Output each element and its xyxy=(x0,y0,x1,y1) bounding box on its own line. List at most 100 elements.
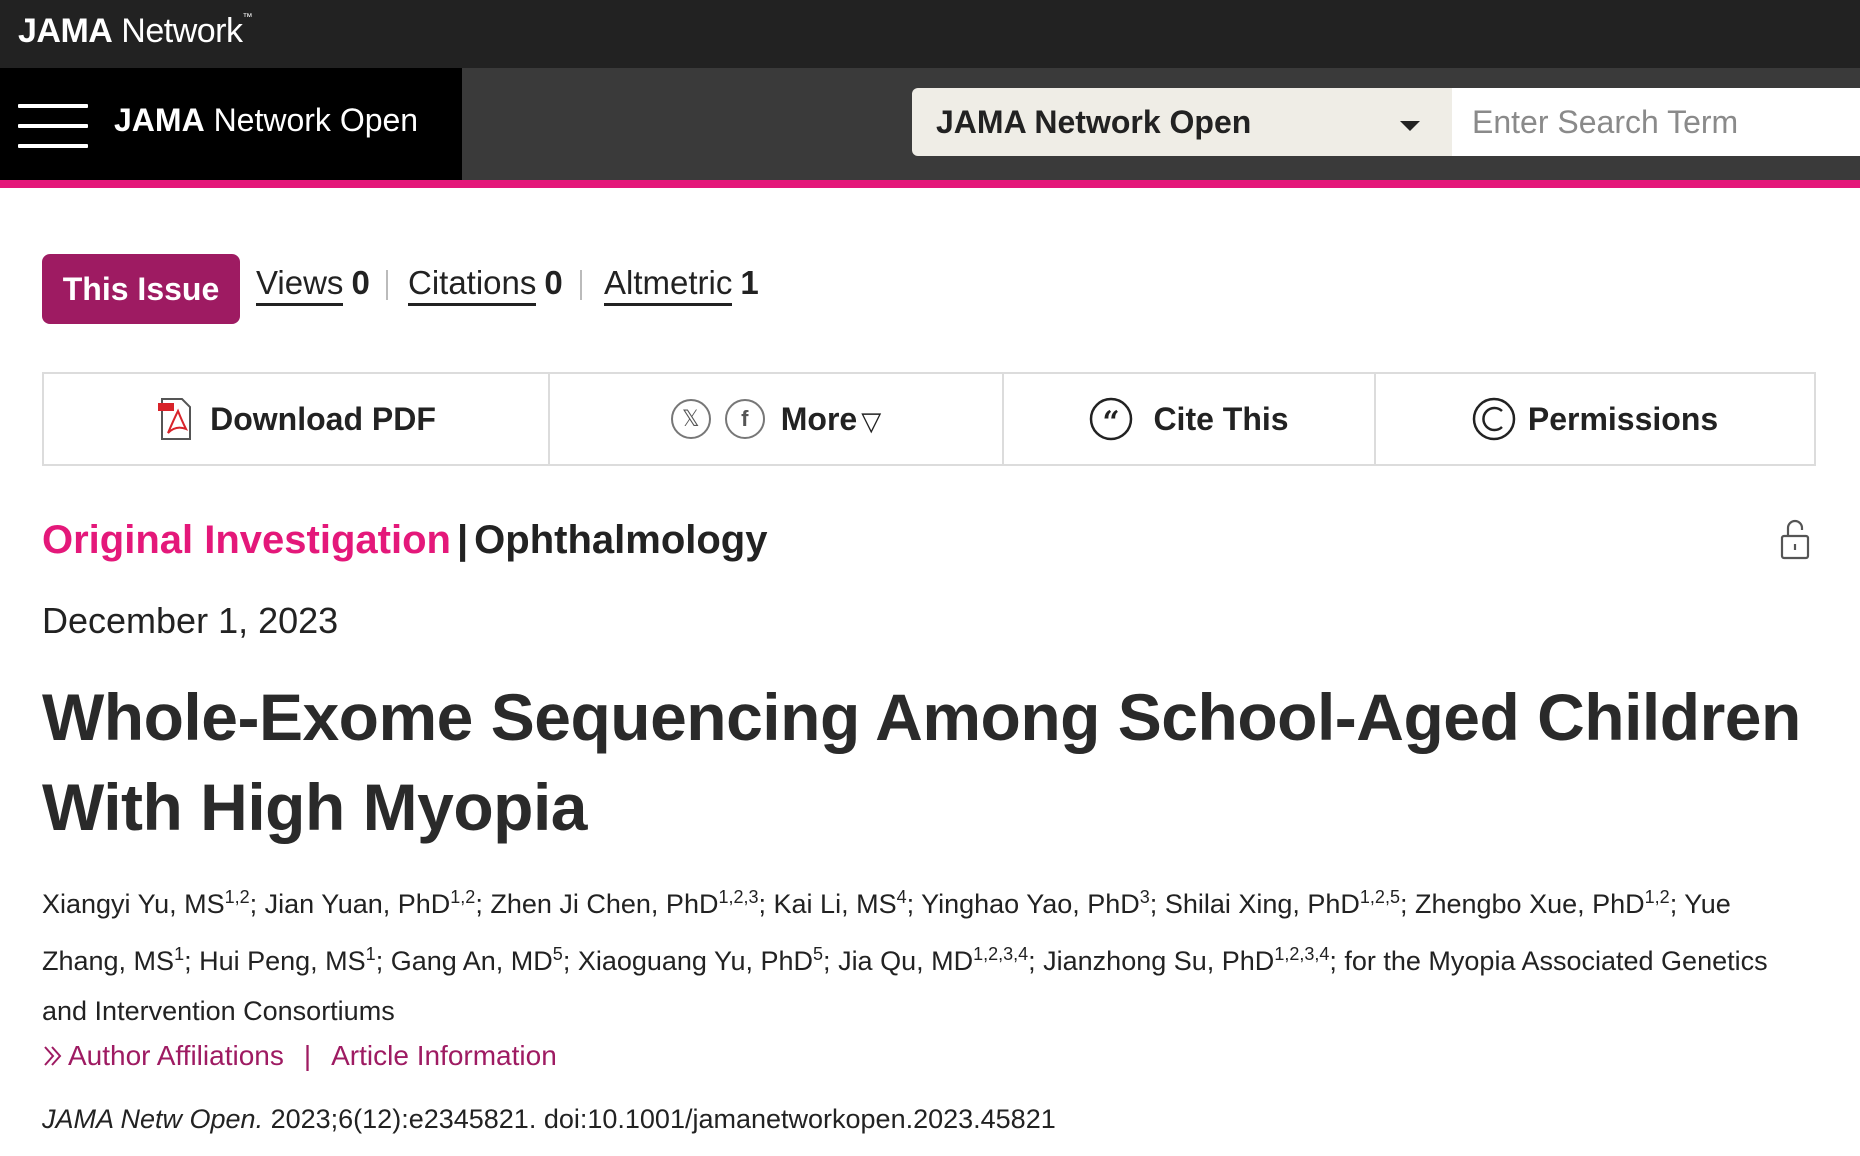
permissions-button[interactable]: Permissions xyxy=(1376,374,1814,464)
author-affiliation-numbers: 1 xyxy=(174,944,185,964)
copyright-icon xyxy=(1472,397,1516,441)
pdf-icon xyxy=(158,398,192,440)
views-label: Views xyxy=(256,264,344,306)
author-affiliation-numbers: 1,2,3 xyxy=(718,887,759,907)
svg-text:“: “ xyxy=(1103,405,1120,440)
link-separator: | xyxy=(303,1040,312,1071)
cite-this-button[interactable]: “ Cite This xyxy=(1004,374,1376,464)
logo-light-text: Network xyxy=(121,12,243,50)
author-entry[interactable]: Zhen Ji Chen, PhD1,2,3 xyxy=(490,887,759,919)
metric-divider xyxy=(386,270,388,300)
author-name: Zhen Ji Chen, PhD xyxy=(490,889,719,919)
author-entry[interactable]: Xiaoguang Yu, PhD5 xyxy=(577,944,824,976)
menu-icon[interactable] xyxy=(18,104,88,148)
triangle-down-icon: ▽ xyxy=(861,405,882,436)
author-entry[interactable]: Zhengbo Xue, PhD1,2 xyxy=(1414,887,1670,919)
journal-bar: JAMA Network Open JAMA Network Open xyxy=(0,68,1860,180)
author-affiliation-numbers: 5 xyxy=(552,944,563,964)
metric-divider xyxy=(580,270,582,300)
author-affiliations-link[interactable]: Author Affiliations xyxy=(42,1040,284,1071)
author-affiliation-numbers: 1 xyxy=(365,944,376,964)
permissions-label: Permissions xyxy=(1527,400,1719,437)
search-scope-value: JAMA Network Open xyxy=(936,104,1252,140)
views-metric[interactable]: Views 0 xyxy=(256,264,370,306)
author-affiliation-numbers: 4 xyxy=(896,887,907,907)
author-name: Yinghao Yao, PhD xyxy=(921,889,1140,919)
author-affiliation-numbers: 1,2 xyxy=(1644,887,1670,907)
open-access-lock-icon[interactable] xyxy=(1780,518,1810,560)
author-name: Hui Peng, MS xyxy=(199,946,366,976)
author-name: Xiangyi Yu, MS xyxy=(42,889,225,919)
more-label: More xyxy=(780,400,858,437)
share-more-group: 𝕏 f More ▽ xyxy=(550,374,1004,464)
author-entry[interactable]: Yinghao Yao, PhD3 xyxy=(921,887,1150,919)
article-category: Original Investigation | Ophthalmology xyxy=(42,518,767,563)
author-affiliation-numbers: 3 xyxy=(1139,887,1150,907)
quote-icon: “ xyxy=(1090,397,1133,441)
author-entry[interactable]: Hui Peng, MS1 xyxy=(199,944,376,976)
article-info-links: Author Affiliations | Article Information xyxy=(42,1040,557,1072)
citations-label: Citations xyxy=(408,264,537,306)
author-affiliation-numbers: 1,2,3,4 xyxy=(973,944,1029,964)
author-name: Xiaoguang Yu, PhD xyxy=(577,946,814,976)
accent-divider xyxy=(0,180,1860,188)
more-button[interactable]: More ▽ xyxy=(781,401,881,438)
author-name: Jian Yuan, PhD xyxy=(264,889,451,919)
article-information-link[interactable]: Article Information xyxy=(331,1040,557,1071)
chevron-down-icon xyxy=(1400,121,1420,131)
citation-doi[interactable]: 2023;6(12):e2345821. doi:10.1001/jamanet… xyxy=(270,1104,1056,1134)
author-affiliation-numbers: 5 xyxy=(813,944,824,964)
search-scope-select[interactable]: JAMA Network Open xyxy=(912,88,1452,156)
author-name: Shilai Xing, PhD xyxy=(1164,889,1360,919)
author-list: Xiangyi Yu, MS1,2; Jian Yuan, PhD1,2; Zh… xyxy=(42,887,1768,1026)
author-entry[interactable]: Jia Qu, MD1,2,3,4 xyxy=(838,944,1029,976)
this-issue-button[interactable]: This Issue xyxy=(42,254,240,324)
views-count: 0 xyxy=(351,264,370,301)
journal-title[interactable]: JAMA Network Open xyxy=(114,102,419,138)
altmetric-score: 1 xyxy=(740,264,759,301)
download-pdf-label: Download PDF xyxy=(210,400,436,437)
category-separator: | xyxy=(456,518,469,562)
author-name: Kai Li, MS xyxy=(773,889,897,919)
journal-brand-block: JAMA Network Open xyxy=(0,68,462,180)
double-chevron-right-icon xyxy=(44,1046,62,1066)
author-affiliations-label: Author Affiliations xyxy=(68,1040,284,1071)
cite-this-label: Cite This xyxy=(1153,400,1289,437)
author-affiliation-numbers: 1,2,5 xyxy=(1359,887,1400,907)
author-entry[interactable]: Xiangyi Yu, MS1,2 xyxy=(42,887,250,919)
author-entry[interactable]: Yue Zhang, MS1 xyxy=(42,889,1731,976)
article-tools-bar: Download PDF 𝕏 f More ▽ “ Cite This Permi… xyxy=(42,372,1816,466)
article-title: Whole-Exome Sequencing Among School-Aged… xyxy=(42,680,1801,844)
author-entry[interactable]: Jianzhong Su, PhD1,2,3,4 xyxy=(1043,944,1330,976)
publication-date: December 1, 2023 xyxy=(42,600,339,641)
article-type-link[interactable]: Original Investigation xyxy=(42,518,451,562)
logo-bold-text: JAMA xyxy=(18,12,113,50)
author-affiliation-numbers: 1,2 xyxy=(224,887,250,907)
citation-line: JAMA Netw Open. 2023;6(12):e2345821. doi… xyxy=(42,1104,1056,1135)
author-entry[interactable]: Jian Yuan, PhD1,2 xyxy=(264,887,476,919)
author-name: Gang An, MD xyxy=(390,946,553,976)
facebook-share-icon[interactable]: f xyxy=(724,399,765,439)
citation-journal-abbrev: JAMA Netw Open. xyxy=(42,1104,264,1134)
author-entry[interactable]: Kai Li, MS4 xyxy=(773,887,907,919)
jama-network-logo[interactable]: JAMA Network™ xyxy=(18,12,252,51)
author-name: Jianzhong Su, PhD xyxy=(1043,946,1275,976)
author-name: Zhengbo Xue, PhD xyxy=(1414,889,1645,919)
author-entry[interactable]: Gang An, MD5 xyxy=(390,944,563,976)
trademark-mark: ™ xyxy=(242,12,253,23)
network-bar: JAMA Network™ xyxy=(0,0,1860,68)
altmetric-metric[interactable]: Altmetric 1 xyxy=(604,264,759,306)
consortium-name[interactable]: for the Myopia Associated Genetics and I… xyxy=(42,946,1768,1026)
x-share-icon[interactable]: 𝕏 xyxy=(670,399,711,439)
altmetric-label: Altmetric xyxy=(604,264,733,306)
author-affiliation-numbers: 1,2 xyxy=(450,887,476,907)
download-pdf-button[interactable]: Download PDF xyxy=(44,374,550,464)
article-subject-link[interactable]: Ophthalmology xyxy=(474,518,768,562)
author-name: Jia Qu, MD xyxy=(838,946,974,976)
author-entry[interactable]: Shilai Xing, PhD1,2,5 xyxy=(1164,887,1400,919)
citations-count: 0 xyxy=(544,264,563,301)
author-affiliation-numbers: 1,2,3,4 xyxy=(1274,944,1330,964)
citations-metric[interactable]: Citations 0 xyxy=(408,264,563,306)
author-name: Yue Zhang, MS xyxy=(42,889,1731,976)
search-input[interactable] xyxy=(1452,88,1860,156)
